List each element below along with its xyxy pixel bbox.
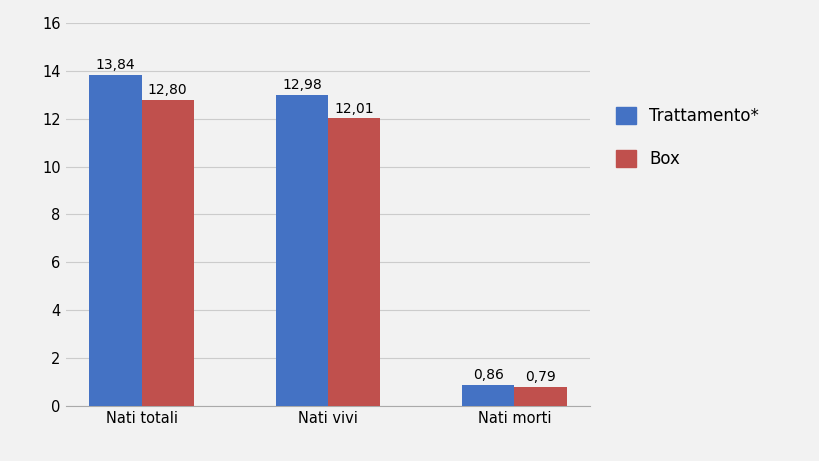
Text: 0,79: 0,79 [524, 370, 555, 384]
Bar [514, 387, 566, 406]
Legend: Trattamento*, Box: Trattamento*, Box [609, 100, 765, 175]
Bar [89, 75, 142, 406]
Text: 12,80: 12,80 [147, 83, 188, 97]
Bar [142, 100, 193, 406]
Bar [462, 385, 514, 406]
Bar [328, 118, 380, 406]
Text: 12,01: 12,01 [334, 101, 373, 116]
Text: 0,86: 0,86 [473, 368, 503, 382]
Text: 12,98: 12,98 [282, 78, 321, 92]
Bar [275, 95, 328, 406]
Text: 13,84: 13,84 [96, 58, 135, 72]
